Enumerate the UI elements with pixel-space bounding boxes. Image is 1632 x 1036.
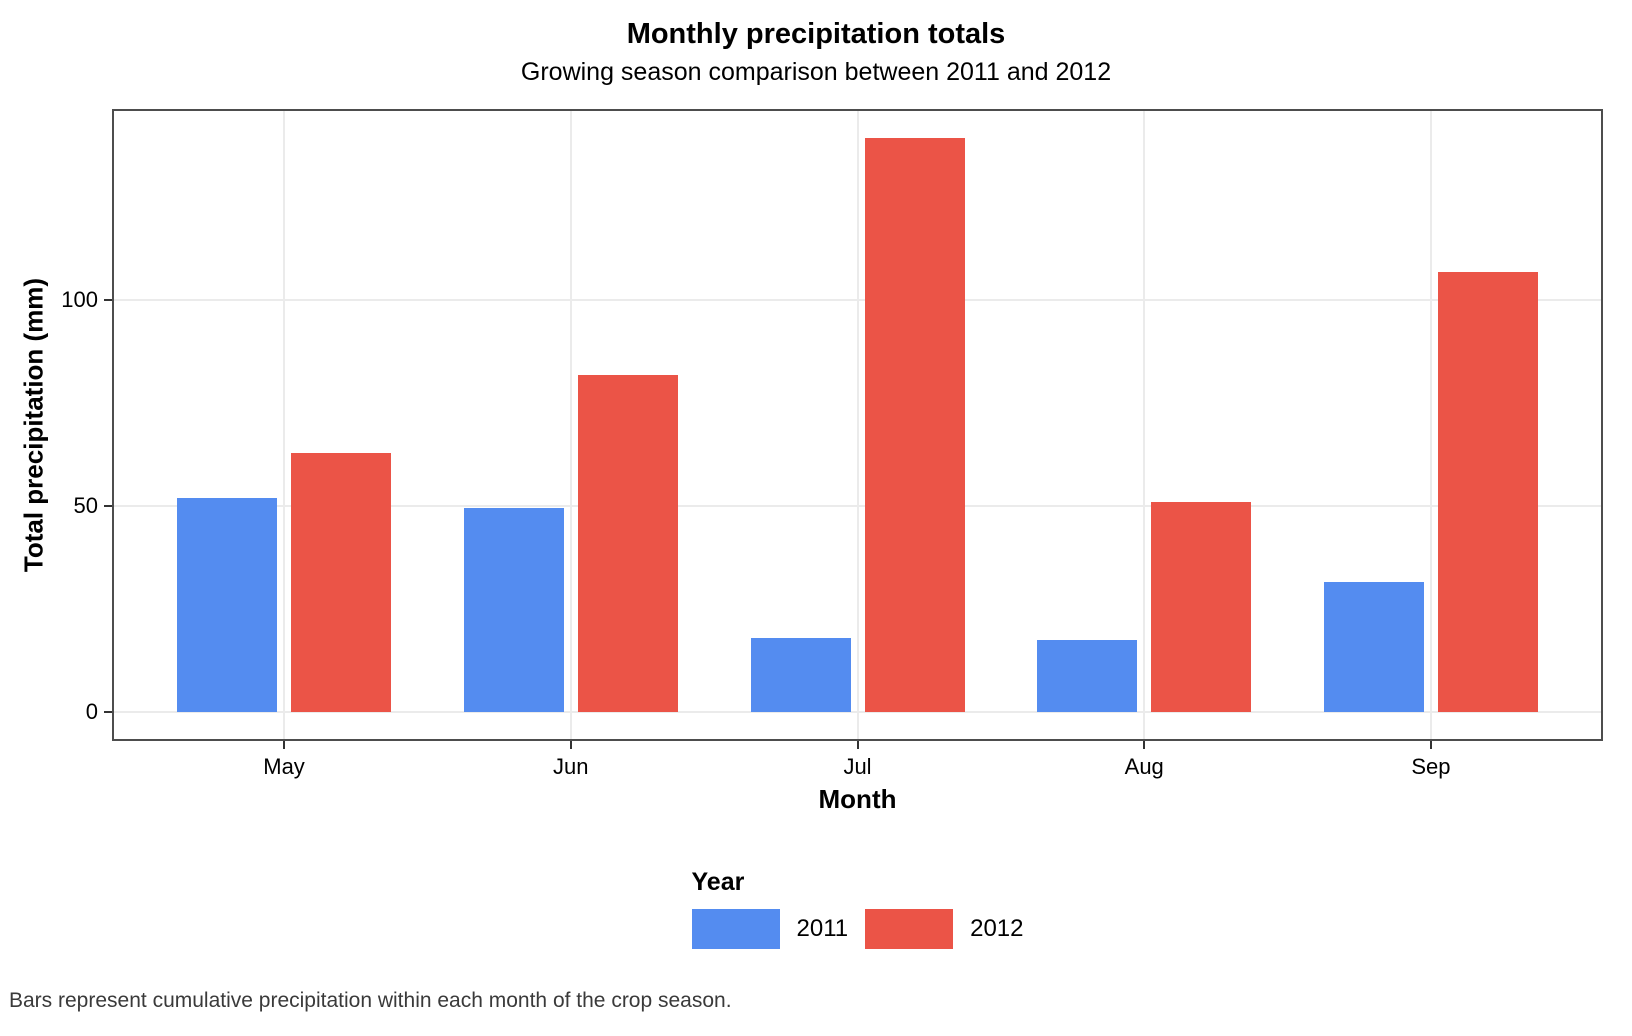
y-tick-50	[104, 505, 112, 508]
bar-aug-2012	[1151, 502, 1252, 713]
legend-row: 2011 2012	[691, 909, 1024, 949]
y-tick-0	[104, 711, 112, 714]
y-tick-label-0: 0	[85, 699, 98, 725]
legend-block: Year 2011 2012	[691, 868, 1024, 949]
plot-panel	[112, 109, 1603, 741]
bar-sep-2011	[1323, 582, 1424, 713]
x-axis-title: Month	[818, 784, 897, 814]
x-tick-jul	[856, 741, 859, 749]
y-tick-100	[104, 299, 112, 302]
x-tick-may	[283, 741, 286, 749]
bar-may-2012	[291, 452, 392, 713]
bar-aug-2011	[1037, 640, 1138, 713]
bar-may-2011	[177, 498, 278, 713]
x-tick-sep	[1429, 741, 1432, 749]
x-tick-label-may: May	[263, 754, 305, 779]
y-tick-label-100: 100	[61, 287, 98, 313]
bar-jul-2012	[864, 137, 965, 713]
legend-label-2011: 2011	[796, 915, 849, 942]
legend-swatch-2012	[865, 909, 954, 949]
x-tick-jun	[569, 741, 572, 749]
gridline-x-jul	[856, 111, 859, 739]
gridline-x-may	[283, 111, 286, 739]
bar-jun-2011	[463, 508, 564, 713]
chart-subtitle: Growing season comparison between 2011 a…	[520, 58, 1112, 86]
bar-jul-2011	[750, 638, 851, 713]
legend-label-2012: 2012	[970, 915, 1024, 942]
gridline-x-jun	[569, 111, 572, 739]
bar-sep-2012	[1437, 271, 1538, 713]
chart-caption: Bars represent cumulative precipitation …	[9, 989, 732, 1012]
y-axis-title: Total precipitation (mm)	[18, 277, 49, 573]
chart-title: Monthly precipitation totals	[626, 18, 1006, 50]
gridline-x-sep	[1429, 111, 1432, 739]
x-tick-label-sep: Sep	[1411, 754, 1451, 779]
x-tick-label-jun: Jun	[553, 754, 589, 779]
y-tick-label-50: 50	[73, 493, 98, 519]
legend: Year 2011 2012	[112, 868, 1603, 949]
x-tick-label-aug: Aug	[1124, 754, 1164, 779]
legend-swatch-2011	[691, 909, 780, 949]
x-tick-aug	[1143, 741, 1146, 749]
legend-title: Year	[691, 868, 745, 896]
x-tick-label-jul: Jul	[843, 754, 872, 779]
gridline-x-aug	[1143, 111, 1146, 739]
bar-jun-2012	[577, 374, 678, 713]
